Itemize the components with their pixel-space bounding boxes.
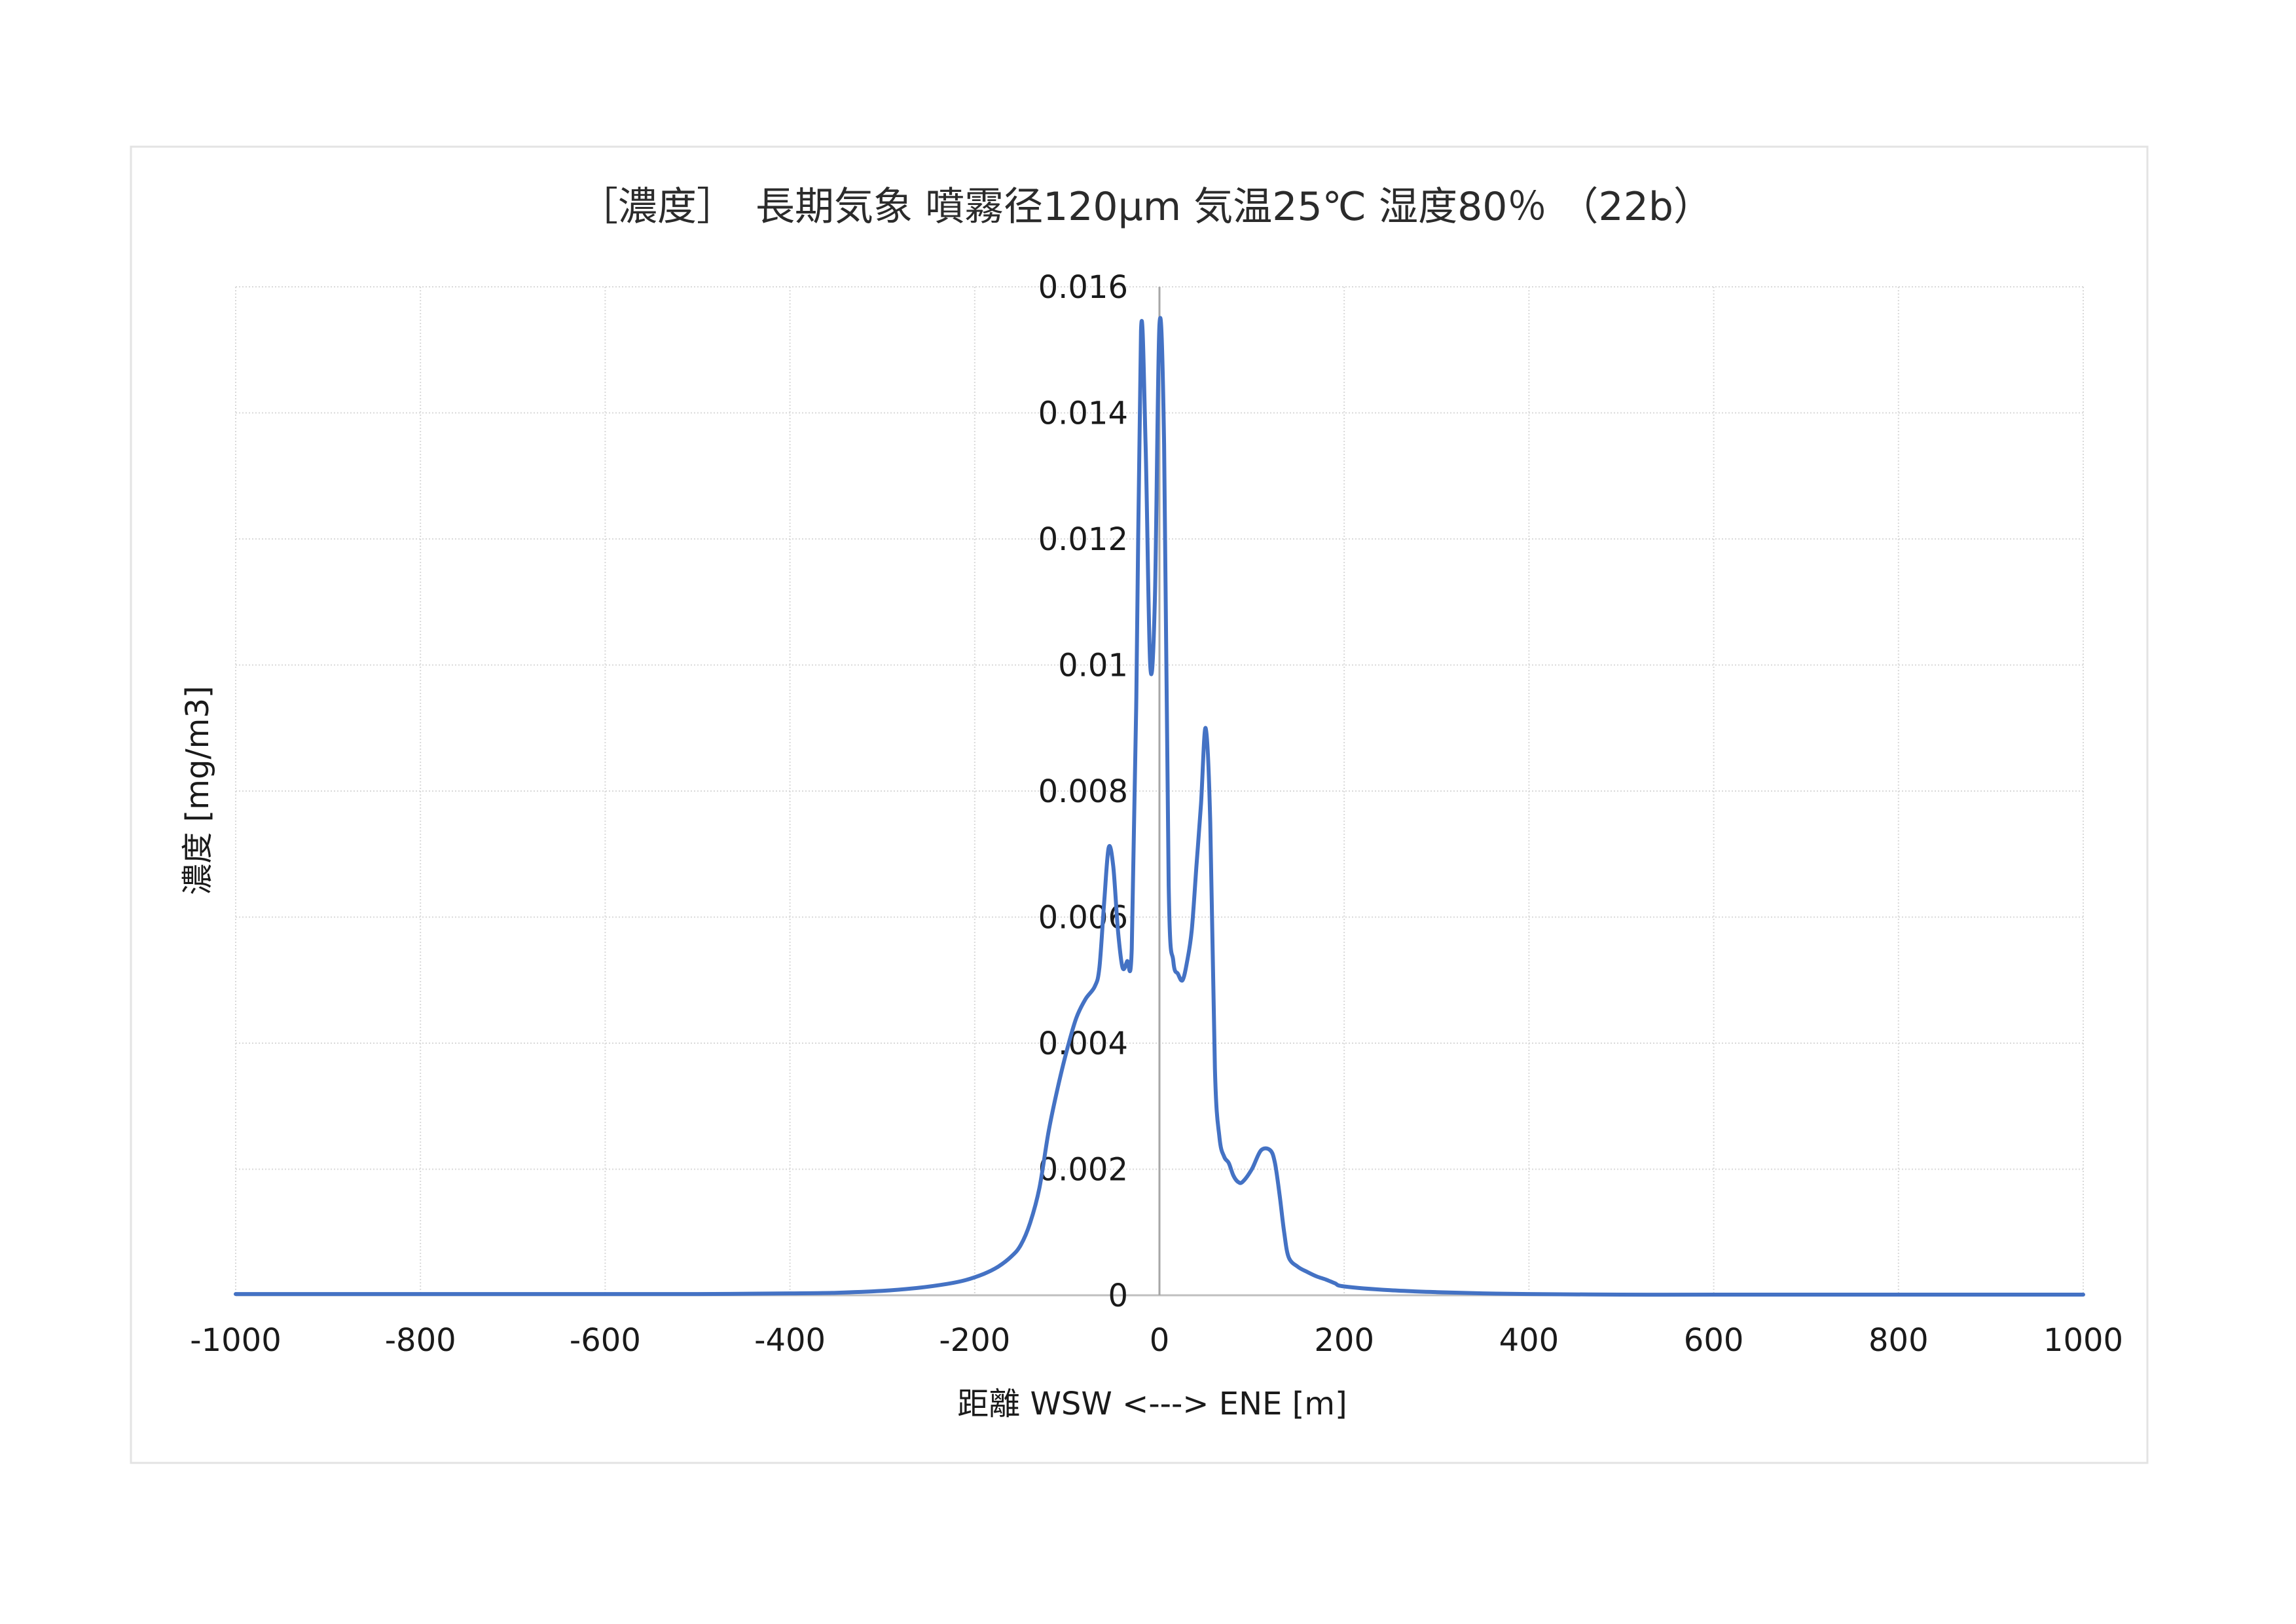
concentration-series-line [234, 316, 2085, 1297]
y-tick-label: 0.002 [1038, 1152, 1128, 1189]
x-tick-label: -400 [754, 1322, 826, 1359]
x-tick-label: 600 [1684, 1322, 1744, 1359]
chart-title: ［濃度］ 長期気象 噴霧径120μm 気温25℃ 湿度80％ （22b） [579, 184, 1713, 230]
x-axis-title: 距離 WSW <---> ENE [m] [957, 1386, 1347, 1422]
y-tick-label: 0.012 [1038, 521, 1128, 558]
x-tick-label: 0 [1150, 1322, 1170, 1359]
y-tick-label: 0.008 [1038, 773, 1128, 810]
y-tick-label: 0.006 [1038, 900, 1128, 936]
x-tick-labels: -1000 -800 -600 -400 -200 0 200 400 600 800 1000 [190, 1322, 2123, 1359]
chart-area-border [130, 145, 2149, 1464]
x-tick-label: 1000 [2043, 1322, 2123, 1359]
x-tick-label: -1000 [190, 1322, 281, 1359]
y-tick-label: 0.004 [1038, 1025, 1128, 1062]
x-tick-label: 200 [1314, 1322, 1374, 1359]
x-tick-label: -800 [385, 1322, 456, 1359]
y-tick-label: 0.014 [1038, 396, 1128, 432]
y-tick-label: 0.016 [1038, 269, 1128, 306]
y-tick-label: 0.01 [1058, 648, 1128, 684]
x-tick-label: 800 [1868, 1322, 1929, 1359]
y-tick-labels: 0 0.002 0.004 0.006 0.008 0.01 0.012 0.014 0.016 [1038, 269, 1128, 1314]
x-tick-label: -600 [570, 1322, 641, 1359]
axes [236, 287, 2083, 1297]
x-tick-label: -200 [939, 1322, 1010, 1359]
x-tick-label: 400 [1499, 1322, 1559, 1359]
y-axis-title: 濃度 [mg/m3] [179, 686, 216, 895]
y-tick-label: 0 [1108, 1278, 1128, 1314]
series-layer [234, 316, 2085, 1297]
